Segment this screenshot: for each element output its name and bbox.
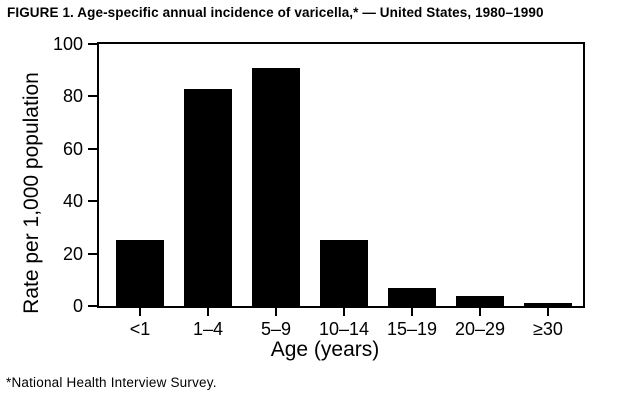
y-tick-label: 100: [52, 34, 83, 54]
y-tick-mark: [88, 43, 97, 45]
x-tick-label: ≥30: [533, 319, 563, 339]
x-tick-label: <1: [129, 319, 151, 339]
x-tick-label: 10–14: [318, 319, 370, 339]
x-tick-mark: [547, 308, 549, 316]
bar-≥30: [524, 303, 572, 306]
footnote: *National Health Interview Survey.: [6, 375, 217, 390]
bar-5–9: [252, 68, 300, 306]
y-tick-mark: [88, 253, 97, 255]
y-tick-mark: [88, 148, 97, 150]
bar-20–29: [456, 296, 504, 306]
y-tick-label: 0: [72, 296, 83, 316]
x-tick-mark: [343, 308, 345, 316]
x-tick-mark: [139, 308, 141, 316]
bar-15–19: [388, 288, 436, 306]
x-tick-mark: [411, 308, 413, 316]
bar-<1: [116, 240, 164, 306]
x-tick-label: 1–4: [192, 319, 224, 339]
y-tick-label: 60: [62, 139, 83, 159]
y-tick-label: 40: [62, 191, 83, 211]
x-tick-label: 20–29: [454, 319, 506, 339]
x-tick-label: 5–9: [260, 319, 292, 339]
figure-title: FIGURE 1. Age-specific annual incidence …: [7, 5, 544, 20]
y-tick-mark: [88, 95, 97, 97]
y-tick-label: 80: [62, 86, 83, 106]
y-tick-mark: [88, 200, 97, 202]
plot-area: [97, 42, 585, 308]
x-tick-mark: [207, 308, 209, 316]
y-tick-mark: [88, 305, 97, 307]
x-axis-title: Age (years): [270, 338, 380, 361]
y-tick-label: 20: [62, 244, 83, 264]
x-tick-mark: [479, 308, 481, 316]
x-tick-label: 15–19: [386, 319, 438, 339]
bar-1–4: [184, 89, 232, 306]
bar-10–14: [320, 240, 368, 306]
x-tick-mark: [275, 308, 277, 316]
